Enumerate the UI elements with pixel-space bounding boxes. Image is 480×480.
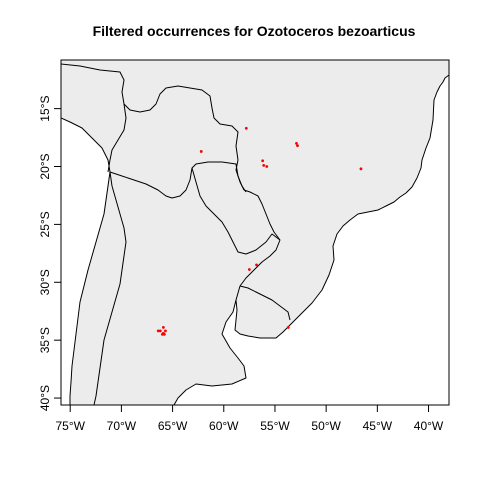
occurrence-point [255, 263, 258, 267]
x-tick-label: 40°W [414, 419, 444, 433]
occurrence-point [247, 268, 251, 271]
map-land-layer [61, 60, 449, 405]
x-tick-label: 55°W [260, 419, 290, 433]
occurrence-point [162, 332, 166, 336]
occurrence-point [160, 332, 164, 336]
occurrence-point [261, 159, 265, 163]
occurrence-points [156, 126, 363, 336]
y-tick-label: 35°S [38, 327, 52, 353]
border-peru-brazil [61, 63, 239, 161]
x-tick-label: 65°W [158, 419, 188, 433]
occurrence-point [199, 150, 203, 153]
map-title: Filtered occurrences for Ozotoceros bezo… [93, 23, 416, 39]
occurrence-point [265, 165, 269, 168]
y-tick-label: 15°S [38, 96, 52, 122]
y-tick-label: 40°S [38, 385, 52, 411]
x-tick-label: 70°W [107, 419, 137, 433]
border-chile-argentina [93, 171, 127, 405]
occurrence-point [262, 163, 266, 167]
occurrence-point [286, 326, 290, 329]
occurrence-point [359, 167, 363, 171]
x-tick-label: 50°W [311, 419, 341, 433]
occurrence-point [156, 329, 160, 333]
border-brazil-argentina [239, 239, 281, 287]
occurrence-point [164, 329, 167, 333]
x-tick-label: 75°W [55, 419, 85, 433]
occurrence-point [158, 329, 162, 333]
land-polygon [61, 60, 449, 405]
border-paraguay-argentina [191, 167, 281, 255]
x-tick-label: 60°W [209, 419, 239, 433]
x-axis: 75°W 70°W 65°W 60°W 55°W 50°W 45°W 40°W [55, 404, 444, 433]
pacific-ocean [61, 60, 111, 405]
x-tick-label: 45°W [363, 419, 393, 433]
occurrence-point [161, 326, 165, 329]
y-axis: 15°S 20°S 25°S 30°S 35°S 40°S [38, 96, 62, 411]
occurrence-point [244, 126, 248, 130]
occurrence-point [296, 144, 299, 148]
border-bolivia-chile [107, 159, 111, 173]
border-peru-bolivia [109, 103, 127, 161]
border-uruguay [235, 285, 291, 321]
y-tick-label: 20°S [38, 153, 52, 179]
y-tick-label: 30°S [38, 269, 52, 295]
occurrence-point [295, 141, 298, 145]
y-tick-label: 25°S [38, 211, 52, 237]
border-brazil-paraguay [235, 159, 281, 241]
